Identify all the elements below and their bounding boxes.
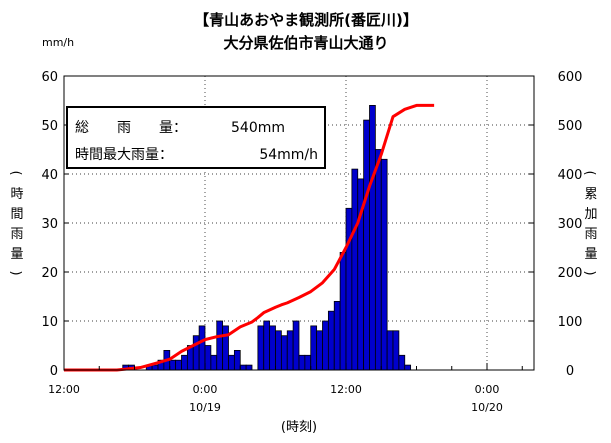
x-tick-label: 0:00 — [193, 383, 218, 396]
rain-bar — [316, 330, 323, 371]
rain-bar — [198, 325, 206, 371]
right-axis-label-char: ( — [582, 170, 597, 175]
right-tick-label: 500 — [558, 119, 583, 134]
rain-bar — [380, 158, 388, 371]
rain-bar — [192, 335, 200, 371]
rain-bar — [222, 325, 229, 371]
left-axis-label-char: 雨 — [10, 227, 23, 242]
x-axis-label: (時刻) — [281, 420, 317, 435]
rain-bar — [228, 354, 235, 371]
rain-bar — [275, 330, 282, 371]
summary-max-label: 時間最大雨量： — [75, 147, 173, 163]
rain-bar — [345, 207, 353, 371]
left-unit-label: mm/h — [42, 36, 74, 49]
rain-bar — [216, 320, 224, 371]
x-date-label: 10/19 — [189, 401, 221, 414]
rain-bar — [339, 251, 347, 371]
right-tick-label: 600 — [558, 70, 583, 85]
x-tick-label: 12:00 — [48, 383, 80, 396]
rain-bar — [210, 354, 218, 371]
summary-total-label: 総 雨 量： — [75, 120, 187, 136]
rain-bar — [239, 364, 247, 371]
left-tick-label: 0 — [50, 364, 58, 379]
left-tick-label: 30 — [41, 217, 58, 232]
left-axis-label-char: 量 — [10, 247, 23, 262]
rain-bar — [280, 335, 288, 371]
cumulative-rain-line — [64, 103, 435, 372]
right-axis-label-char: 累 — [584, 187, 597, 202]
rain-bar — [169, 359, 177, 371]
right-tick-label: 300 — [558, 217, 583, 232]
left-axis-label-char: 間 — [10, 207, 23, 222]
left-tick-label: 10 — [41, 315, 58, 330]
right-tick-label: 100 — [558, 315, 583, 330]
summary-box: 総 雨 量： 540mm 時間最大雨量： 54mm/h — [66, 106, 326, 169]
chart-title: 【青山あおやま観測所(番匠川)】 — [194, 11, 418, 29]
left-tick-label: 20 — [41, 266, 58, 281]
rain-bar — [286, 330, 294, 371]
rain-bar — [327, 310, 335, 371]
rain-bar — [233, 349, 241, 371]
rain-bar — [363, 119, 370, 371]
rain-bar — [369, 105, 376, 371]
rain-bar — [398, 354, 406, 371]
rain-bar — [263, 320, 271, 371]
left-tick-label: 60 — [41, 70, 58, 85]
rain-bar — [333, 300, 341, 371]
rain-bar — [204, 345, 212, 371]
left-axis-ticks: 0 10 20 30 40 50 60 — [41, 70, 69, 379]
summary-total-value: 540mm — [231, 120, 285, 136]
right-tick-label: 0 — [566, 364, 574, 379]
left-axis-label-char: ) — [8, 270, 23, 275]
summary-max-value: 54mm/h — [259, 147, 318, 163]
rain-bar — [374, 149, 382, 371]
rain-bar — [269, 325, 276, 371]
rain-bar — [292, 320, 300, 371]
rain-bar — [175, 359, 182, 371]
rain-bar — [181, 354, 188, 371]
x-date-label: 10/20 — [471, 401, 503, 414]
rain-bar — [245, 364, 253, 371]
rain-bar — [404, 364, 412, 371]
left-axis-label-char: ( — [8, 170, 23, 175]
rain-bar — [322, 320, 329, 371]
x-tick-label: 12:00 — [330, 383, 362, 396]
left-axis-label-char: 時 — [10, 187, 23, 202]
x-tick-label: 0:00 — [475, 383, 500, 396]
rain-bar — [298, 354, 306, 371]
rain-bar — [151, 364, 159, 371]
rain-bar — [392, 330, 400, 371]
rain-bar — [386, 330, 394, 371]
left-tick-label: 50 — [41, 119, 58, 134]
rain-bar — [310, 325, 318, 371]
right-axis-label-char: 量 — [584, 247, 597, 262]
x-axis-ticks: 12:00 0:00 10/19 12:00 0:00 10/20 — [48, 363, 523, 414]
right-axis-label-char: 雨 — [584, 227, 597, 242]
right-axis-label-char: 加 — [584, 207, 597, 222]
right-tick-label: 200 — [558, 266, 583, 281]
chart-subtitle: 大分県佐伯市青山大通り — [223, 34, 388, 52]
right-axis-ticks: 0 100 200 300 400 500 600 — [529, 70, 582, 379]
right-tick-label: 400 — [558, 168, 583, 183]
right-axis-label-char: ) — [582, 270, 597, 275]
rain-bar — [304, 354, 312, 371]
rain-bar — [257, 325, 265, 371]
hourly-rain-bars — [122, 105, 412, 371]
rain-bar — [351, 168, 359, 371]
left-tick-label: 40 — [41, 168, 58, 183]
